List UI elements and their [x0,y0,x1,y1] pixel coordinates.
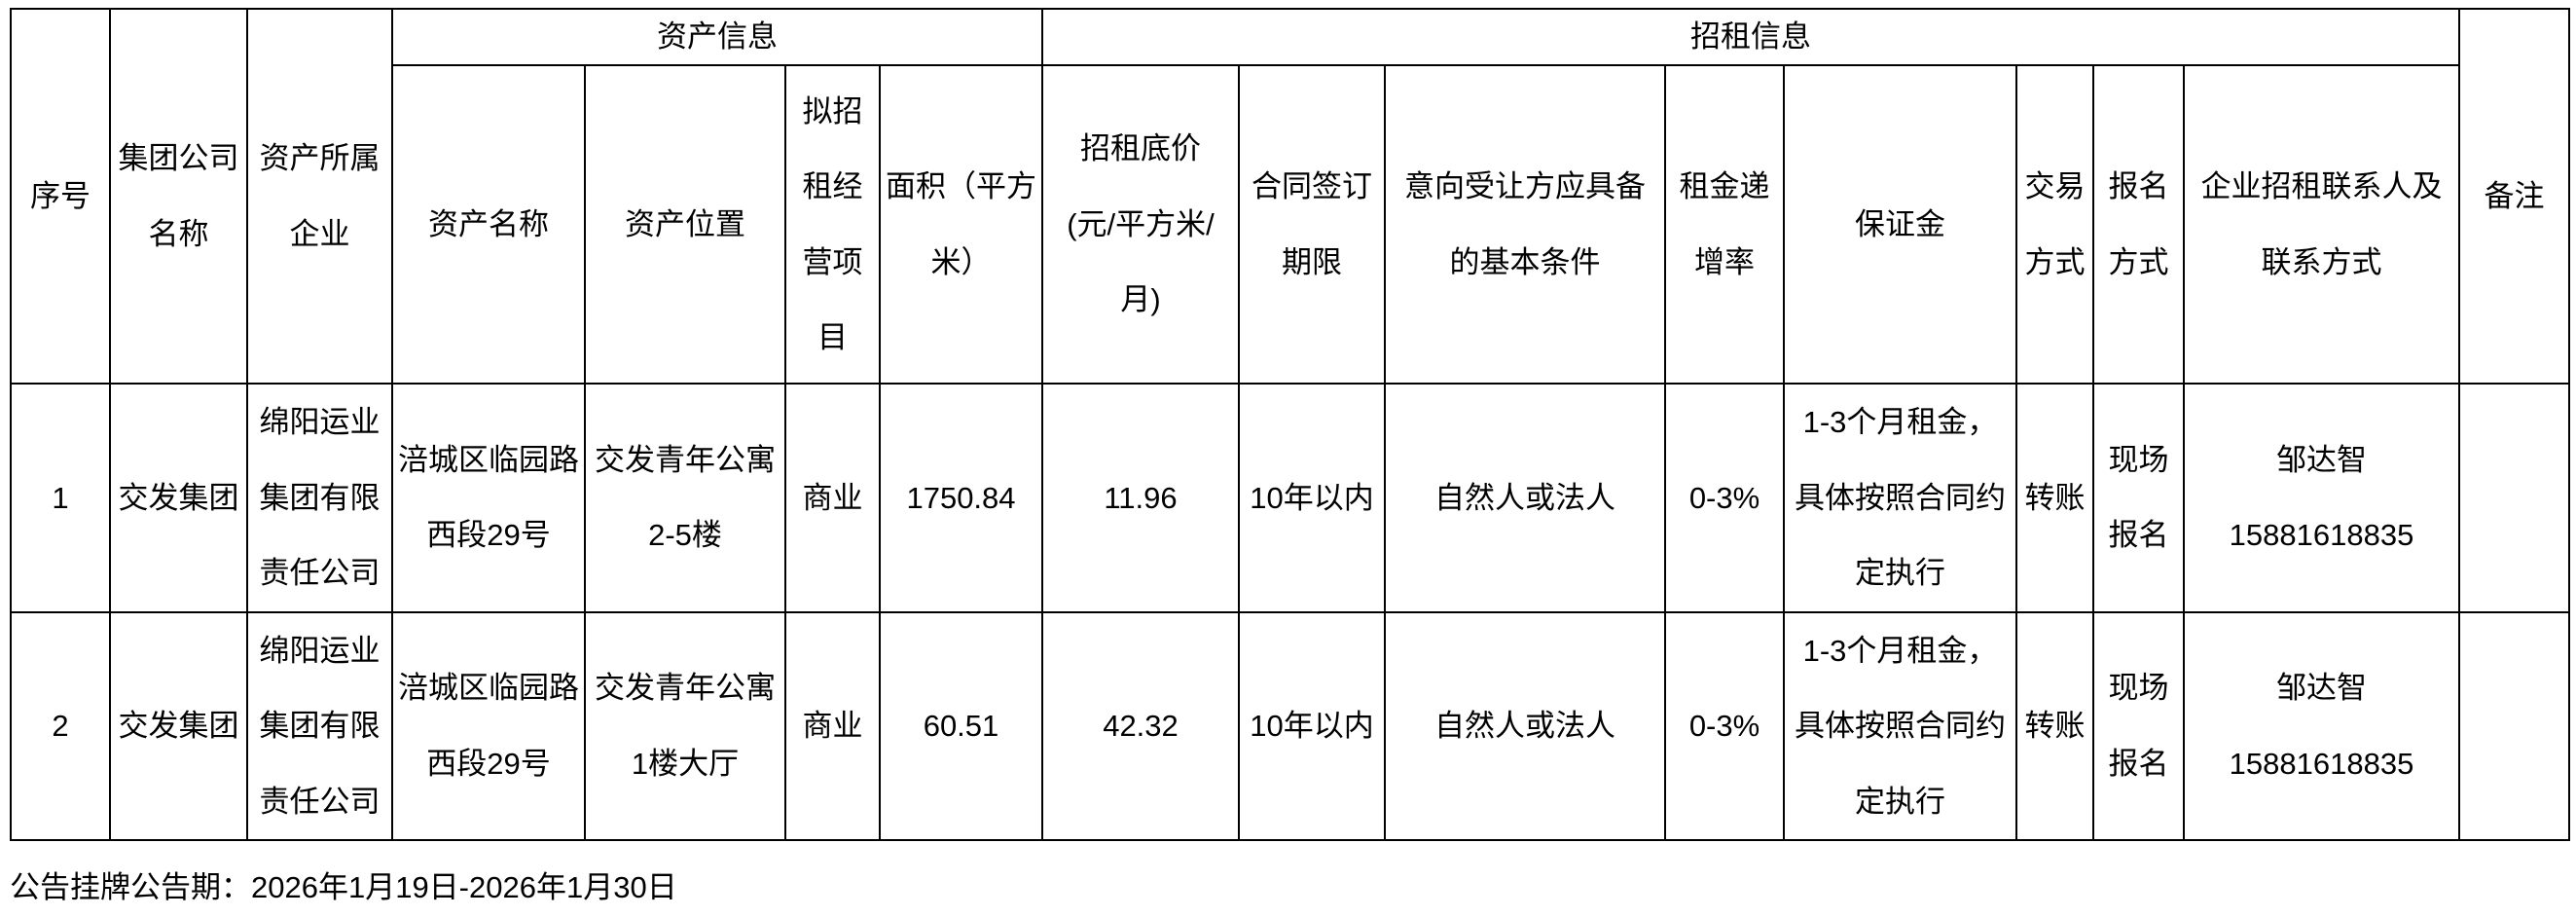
cell-business-type: 商业 [784,610,881,841]
header-area: 面积（平方 米） [879,64,1043,385]
column-header-row: 资产名称 资产位置 拟招 租经 营项 目 面积（平方 米） 招租底价 (元/平方… [11,64,2569,385]
cell-contract-term: 10年以内 [1238,610,1386,841]
cell-group-company: 交发集团 [109,383,248,613]
cell-deposit: 1-3个月租金， 具体按照合同约 定执行 [1783,610,2017,841]
header-contact: 企业招租联系人及 联系方式 [2183,64,2460,385]
header-asset-location: 资产位置 [584,64,786,385]
cell-transferee-conditions: 自然人或法人 [1384,610,1666,841]
cell-registration-method: 现场 报名 [2092,610,2185,841]
cell-contract-term: 10年以内 [1238,383,1386,613]
header-base-price: 招租底价 (元/平方米/ 月) [1041,64,1240,385]
rental-listing-sheet: 序号 集团公司 名称 资产所属 企业 资产信息 招租信息 备注 资产名称 资产位… [10,8,2570,841]
header-rent-increase: 租金递 增率 [1664,64,1785,385]
cell-remarks [2458,383,2570,613]
cell-serial: 2 [10,610,111,841]
cell-transferee-conditions: 自然人或法人 [1384,383,1666,613]
cell-remarks [2458,610,2570,841]
cell-asset-owner: 绵阳运业 集团有限 责任公司 [246,383,393,613]
cell-transaction-method: 转账 [2015,383,2094,613]
header-registration-method: 报名 方式 [2092,64,2185,385]
table-row: 1 交发集团 绵阳运业 集团有限 责任公司 涪城区临园路 西段29号 交发青年公… [10,383,2570,613]
cell-serial: 1 [10,383,111,613]
header-contract-term: 合同签订 期限 [1238,64,1386,385]
header-serial: 序号 [10,8,111,385]
cell-base-price: 11.96 [1041,383,1240,613]
group-header-asset-info: 资产信息 [391,8,1043,66]
cell-business-type: 商业 [784,383,881,613]
cell-asset-location: 交发青年公寓 2-5楼 [584,383,786,613]
group-header-leasing-info: 招租信息 [1041,8,2460,66]
header-remarks: 备注 [2458,8,2570,385]
cell-deposit: 1-3个月租金， 具体按照合同约 定执行 [1783,383,2017,613]
cell-area: 1750.84 [879,383,1043,613]
cell-contact: 邹达智 15881618835 [2183,383,2460,613]
cell-rent-increase: 0-3% [1664,383,1785,613]
header-business-type: 拟招 租经 营项 目 [784,64,881,385]
cell-registration-method: 现场 报名 [2092,383,2185,613]
cell-asset-owner: 绵阳运业 集团有限 责任公司 [246,610,393,841]
rental-listing-table: 序号 集团公司 名称 资产所属 企业 资产信息 招租信息 备注 资产名称 资产位… [10,8,2570,841]
cell-rent-increase: 0-3% [1664,610,1785,841]
announcement-period: 公告挂牌公告期：2026年1月19日-2026年1月30日 [10,870,677,904]
header-transferee-conditions: 意向受让方应具备 的基本条件 [1384,64,1666,385]
header-transaction-method: 交易 方式 [2015,64,2094,385]
cell-transaction-method: 转账 [2015,610,2094,841]
header-asset-name: 资产名称 [391,64,586,385]
cell-area: 60.51 [879,610,1043,841]
group-header-row: 序号 集团公司 名称 资产所属 企业 资产信息 招租信息 备注 [10,8,2570,385]
cell-asset-name: 涪城区临园路 西段29号 [391,383,586,613]
table-row: 2 交发集团 绵阳运业 集团有限 责任公司 涪城区临园路 西段29号 交发青年公… [10,610,2570,841]
cell-contact: 邹达智 15881618835 [2183,610,2460,841]
cell-base-price: 42.32 [1041,610,1240,841]
header-deposit: 保证金 [1783,64,2017,385]
cell-group-company: 交发集团 [109,610,248,841]
header-asset-owner: 资产所属 企业 [246,8,393,385]
cell-asset-name: 涪城区临园路 西段29号 [391,610,586,841]
cell-asset-location: 交发青年公寓 1楼大厅 [584,610,786,841]
header-group-company: 集团公司 名称 [109,8,248,385]
